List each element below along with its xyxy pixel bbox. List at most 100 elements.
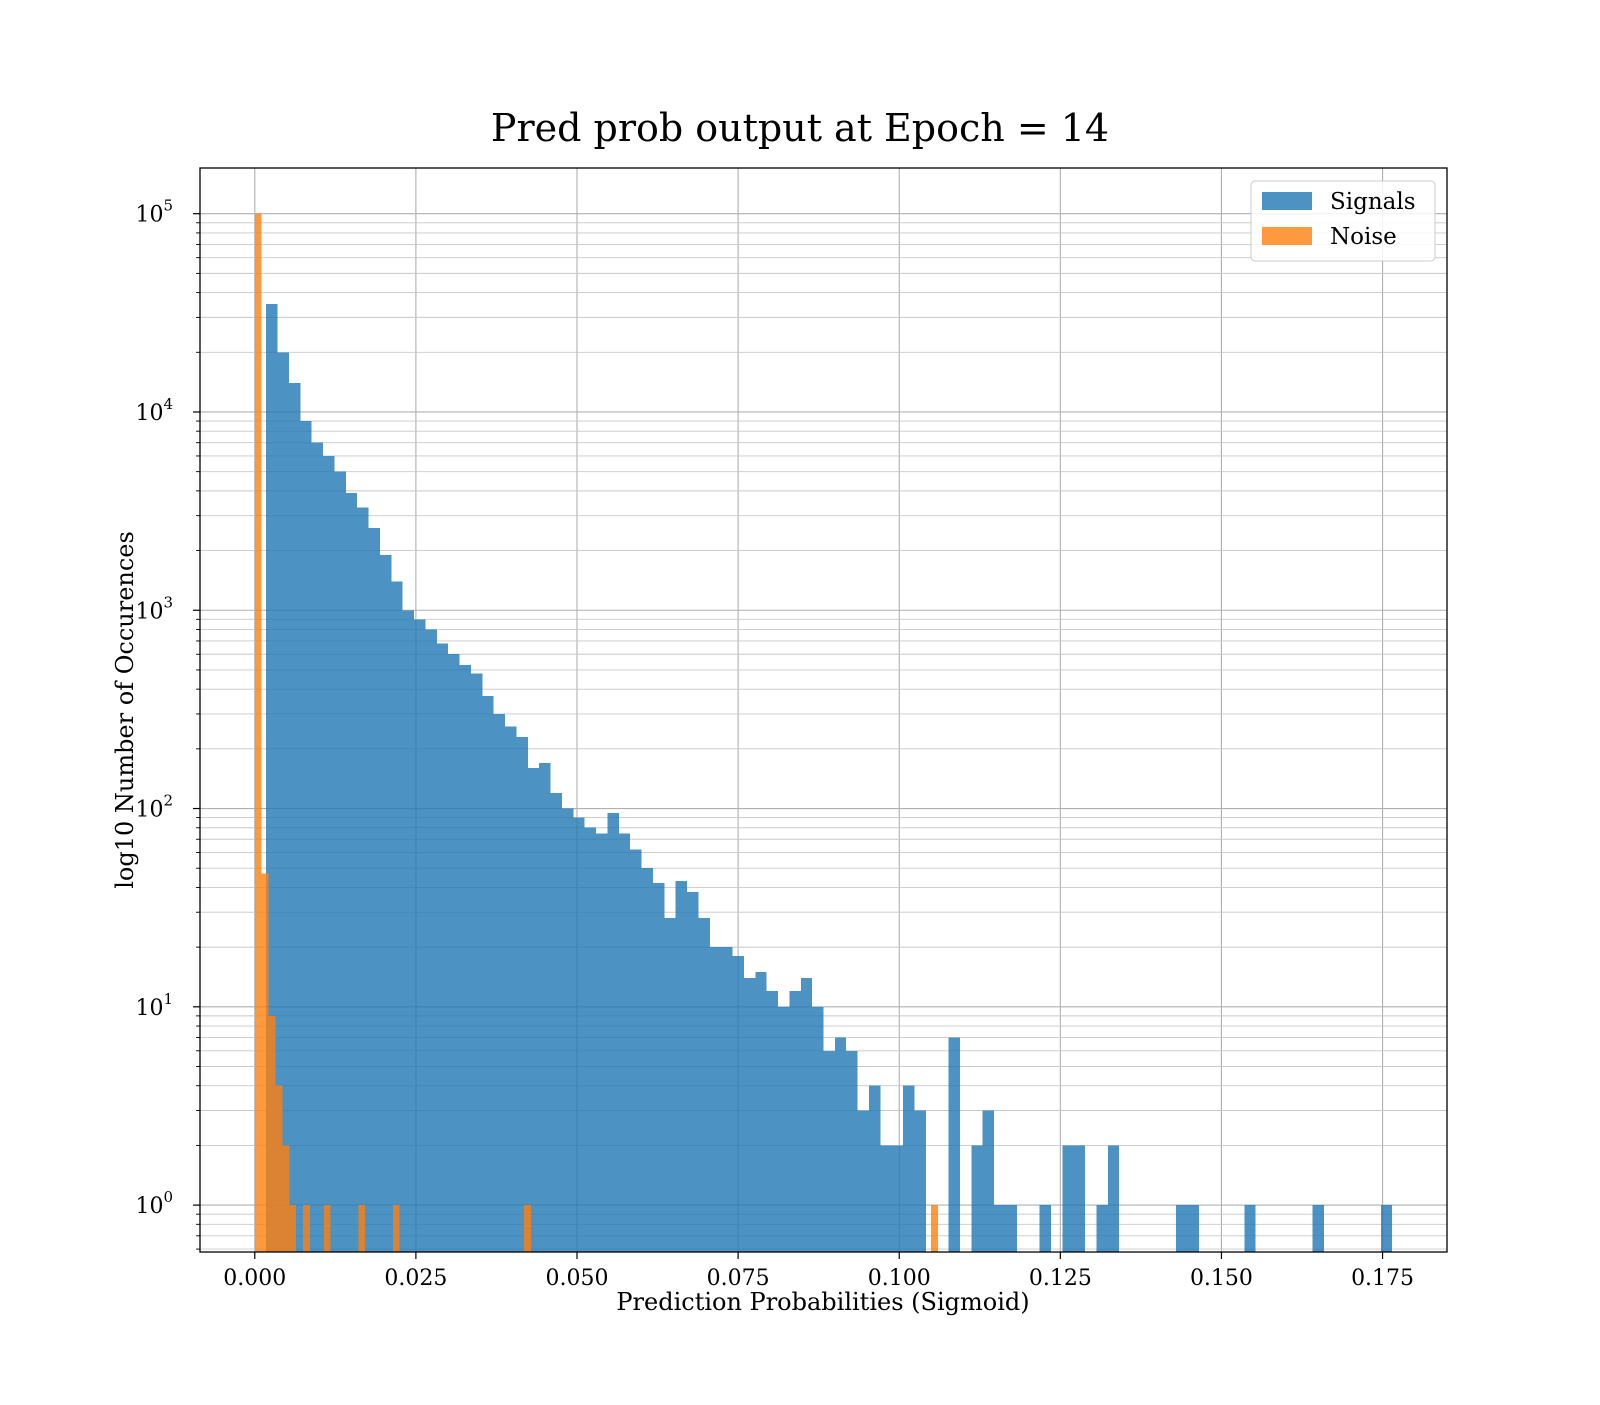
signals-bar-24 xyxy=(527,768,540,1252)
x-axis-ticks: 0.000 0.025 0.050 0.075 0.100 0.125 0.150 0.175 xyxy=(223,1252,1414,1291)
signals-bar-21 xyxy=(493,713,506,1252)
noise-bar-3 xyxy=(275,1085,283,1252)
legend-label-signals: Signals xyxy=(1330,189,1416,215)
signals-bar-93 xyxy=(1312,1205,1324,1252)
signals-bar-16 xyxy=(436,643,449,1252)
chart-title: Pred prob output at Epoch = 14 xyxy=(491,106,1109,150)
signals-bar-49 xyxy=(812,1006,824,1252)
noise-bar-10 xyxy=(523,1205,531,1252)
noise-series xyxy=(254,213,939,1253)
signals-bar-50 xyxy=(823,1050,835,1252)
signals-bar-48 xyxy=(800,977,813,1252)
signals-bar-82 xyxy=(1187,1205,1199,1252)
signals-bar-2 xyxy=(277,352,289,1252)
signals-bar-18 xyxy=(459,664,471,1252)
legend: Signals Noise xyxy=(1250,180,1436,262)
noise-bar-6 xyxy=(303,1205,311,1252)
legend-swatch-noise xyxy=(1262,227,1312,245)
signals-bar-22 xyxy=(505,726,517,1252)
signals-bar-37 xyxy=(675,881,688,1252)
noise-bar-0 xyxy=(254,213,262,1253)
signals-bar-45 xyxy=(766,991,779,1252)
signals-bar-19 xyxy=(470,673,483,1252)
x-tick-label-7: 0.175 xyxy=(1351,1266,1414,1291)
signals-bar-42 xyxy=(732,956,744,1252)
signals-bar-41 xyxy=(721,947,733,1252)
noise-bar-11 xyxy=(931,1205,939,1252)
signals-bar-53 xyxy=(857,1110,869,1252)
x-tick-label-0: 0.000 xyxy=(223,1266,286,1291)
noise-bar-5 xyxy=(289,1205,297,1252)
noise-bar-7 xyxy=(323,1205,331,1252)
signals-bar-99 xyxy=(1380,1205,1393,1252)
signals-series xyxy=(266,304,1393,1253)
legend-swatch-signals xyxy=(1262,192,1312,210)
signals-bar-71 xyxy=(1062,1145,1074,1252)
x-tick-label-5: 0.125 xyxy=(1029,1266,1092,1291)
signals-bar-63 xyxy=(971,1145,983,1252)
signals-bar-30 xyxy=(596,833,608,1252)
signals-bar-3 xyxy=(288,382,301,1252)
signals-bar-31 xyxy=(607,812,619,1252)
signals-bar-44 xyxy=(755,971,767,1252)
signals-bar-56 xyxy=(891,1145,904,1252)
x-tick-label-1: 0.025 xyxy=(384,1266,447,1291)
signals-bar-66 xyxy=(1005,1205,1017,1252)
x-tick-label-4: 0.100 xyxy=(868,1266,931,1291)
noise-bar-8 xyxy=(358,1205,366,1252)
signals-bar-1 xyxy=(266,304,278,1253)
signals-bar-61 xyxy=(948,1037,960,1252)
x-tick-label-6: 0.150 xyxy=(1190,1266,1253,1291)
signals-bar-27 xyxy=(561,808,574,1252)
x-axis-label: Prediction Probabilities (Sigmoid) xyxy=(616,1288,1029,1316)
y-tick-label-2: 102 xyxy=(135,792,173,823)
signals-bar-9 xyxy=(357,507,369,1253)
x-tick-label-3: 0.075 xyxy=(707,1266,770,1291)
signals-bar-17 xyxy=(448,654,460,1252)
signals-bar-14 xyxy=(414,619,426,1252)
signals-bar-52 xyxy=(846,1050,858,1252)
signals-bar-87 xyxy=(1244,1205,1256,1252)
signals-bar-13 xyxy=(402,610,415,1252)
signals-bar-74 xyxy=(1096,1205,1108,1252)
signals-bar-34 xyxy=(641,868,653,1252)
signals-bar-15 xyxy=(425,629,437,1252)
x-tick-label-2: 0.050 xyxy=(546,1266,609,1291)
signals-bar-4 xyxy=(300,421,312,1252)
signals-bar-40 xyxy=(709,947,722,1252)
signals-bar-28 xyxy=(573,817,585,1252)
noise-bar-2 xyxy=(268,1015,276,1252)
signals-bar-55 xyxy=(880,1145,892,1252)
signals-bar-57 xyxy=(903,1085,915,1252)
signals-bar-58 xyxy=(914,1110,926,1252)
signals-bar-64 xyxy=(982,1110,995,1252)
signals-bar-11 xyxy=(379,554,392,1252)
signals-bar-75 xyxy=(1107,1145,1120,1252)
y-axis-label: log10 Number of Occurences xyxy=(111,531,139,889)
signals-bar-33 xyxy=(630,849,642,1252)
signals-bar-47 xyxy=(789,991,801,1252)
signals-bar-39 xyxy=(698,918,710,1252)
signals-bar-26 xyxy=(550,792,562,1252)
noise-bar-4 xyxy=(282,1145,290,1252)
signals-bar-29 xyxy=(584,827,597,1252)
signals-bar-8 xyxy=(345,493,358,1252)
signals-bar-69 xyxy=(1039,1205,1051,1252)
signals-bar-51 xyxy=(834,1037,847,1252)
signals-bar-38 xyxy=(687,891,699,1252)
signals-bar-36 xyxy=(664,918,676,1252)
signals-bar-7 xyxy=(334,471,346,1252)
signals-bar-54 xyxy=(868,1085,881,1252)
legend-label-noise: Noise xyxy=(1330,224,1397,250)
signals-bar-35 xyxy=(652,883,665,1252)
signals-bar-32 xyxy=(618,833,631,1252)
signals-bar-6 xyxy=(323,455,335,1253)
signals-bar-12 xyxy=(391,581,403,1252)
signals-bar-81 xyxy=(1176,1205,1188,1252)
plot-area-frame xyxy=(199,167,1448,1253)
signals-bar-20 xyxy=(482,695,494,1252)
noise-bar-1 xyxy=(261,873,269,1252)
